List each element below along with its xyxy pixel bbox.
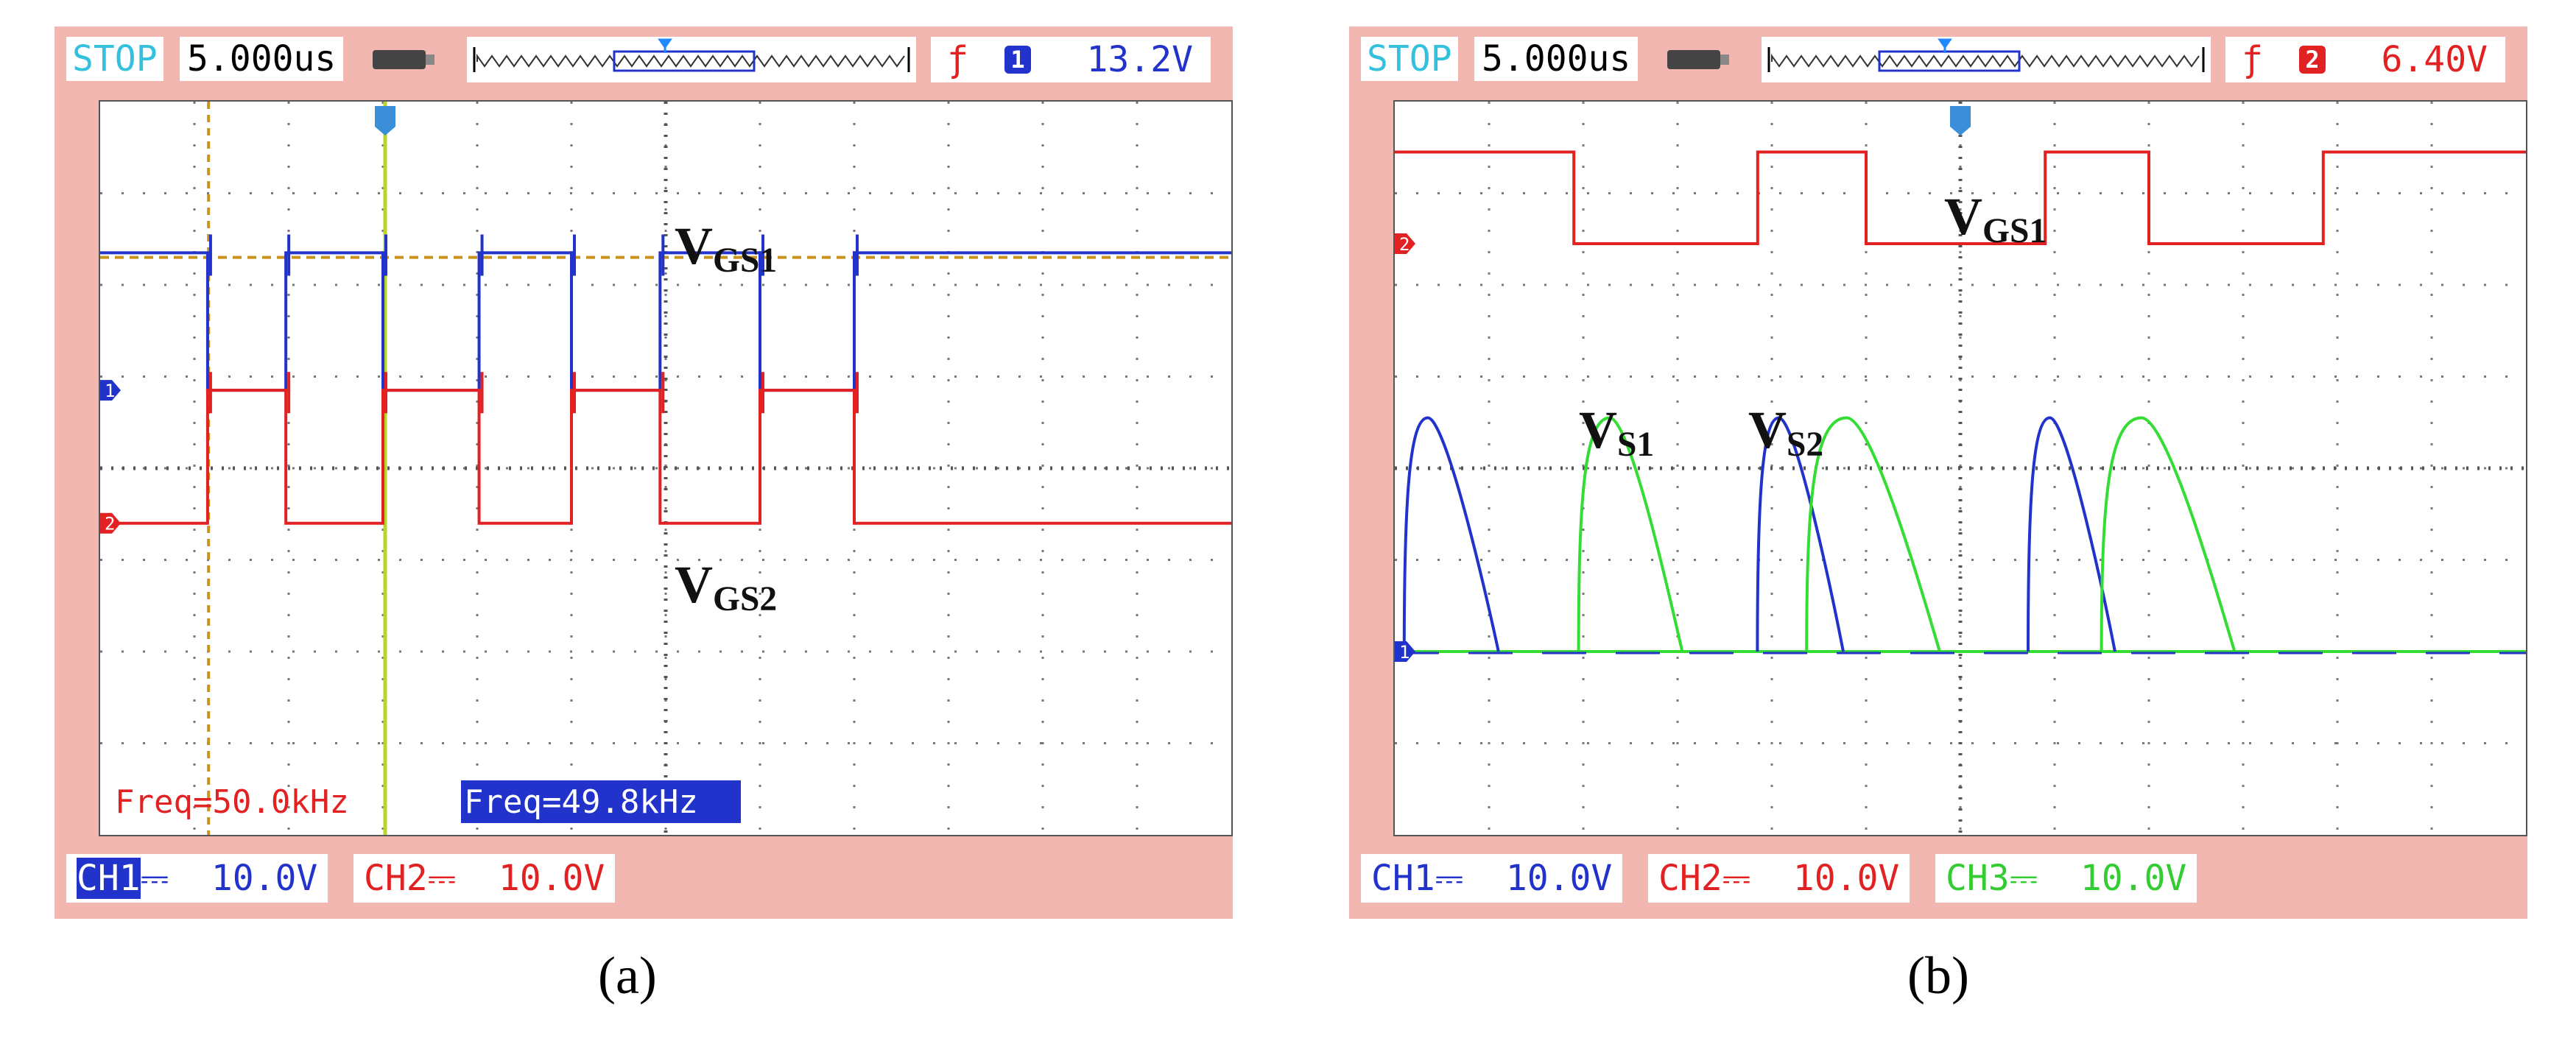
trigger-level: 13.2V [1086,39,1194,80]
ch2-name: CH2 [364,858,428,899]
ch1-scale: 10.0V [211,858,318,899]
measurement-freq-1: Freq=50.0kHz [115,783,349,821]
waveform-plot-b: 2 1 VGS1 VS1 VS2 [1395,102,2526,835]
label-vgs1: VGS1 [675,216,777,280]
vs1-pulse [1805,416,1941,652]
vgs2-trace [100,389,1231,525]
ch1-marker-num: 1 [1399,642,1410,663]
ch1-setting[interactable]: CH1⎓ 10.0V [66,854,328,903]
label-vs1: VS1 [1579,400,1654,464]
vs2-pulse [1756,416,1845,652]
ch1-setting[interactable]: CH1⎓ 10.0V [1361,854,1623,903]
position-zigzag-icon [473,38,910,72]
vs2-pulse [2027,416,2116,652]
run-status[interactable]: STOP [1361,37,1458,81]
vs2-pulse [1402,416,1500,652]
run-status[interactable]: STOP [66,37,163,81]
ch2-marker-num: 2 [1399,234,1410,255]
ch1-scale: 10.0V [1505,858,1613,899]
oscilloscope-panel-b: STOP 5.000us ƒ 2 6.40V 2 1 VGS1 VS1 VS2 CH1⎓… [1349,27,2527,919]
dc-coupling-icon: ⎓ [1722,858,1751,899]
oscilloscope-panel-a: STOP 5.000us ƒ 1 13.2V 1 2 VGS1 VGS2 Freq=50… [54,27,1233,919]
trigger-edge-icon: ƒ [2242,39,2263,80]
measurement-freq-2-bg [461,780,741,823]
dc-coupling-icon: ⎓ [140,858,169,899]
timebase-readout[interactable]: 5.000us [1474,37,1639,81]
vs1-pulse [1577,416,1684,652]
ch2-scale: 10.0V [498,858,605,899]
ch2-marker [100,512,121,534]
memory-icon [1667,50,1729,69]
waveform-plot-a: 1 2 VGS1 VGS2 Freq=50.0kHz Freq=49.8kHz [100,102,1231,835]
trigger-status[interactable]: ƒ 1 13.2V [931,37,1211,82]
ch2-marker-num: 2 [105,514,115,534]
ch2-setting[interactable]: CH2⎓ 10.0V [1648,854,1910,903]
ch1-name: CH1 [1371,858,1435,899]
ch3-setting[interactable]: CH3⎓ 10.0V [1935,854,2197,903]
dc-coupling-icon: ⎓ [1435,858,1464,899]
ch1-marker [100,380,121,401]
dc-coupling-icon: ⎓ [427,858,457,899]
vs1-pulse [2100,416,2237,652]
caption-b: (b) [1907,946,1969,1005]
trigger-marker-icon [1950,106,1971,135]
ch3-name: CH3 [1946,858,2010,899]
ch1-marker [1395,641,1415,662]
measurement-freq-2: Freq=49.8kHz [464,783,698,821]
caption-a: (a) [598,946,657,1005]
trigger-status[interactable]: ƒ 2 6.40V [2225,37,2505,82]
memory-icon [373,50,434,69]
ch2-setting[interactable]: CH2⎓ 10.0V [353,854,616,903]
vgs1-trace [1395,150,2526,245]
trigger-channel-badge: 1 [1004,46,1031,74]
label-vgs2: VGS2 [675,555,777,618]
position-zigzag-icon [1767,38,2205,72]
trigger-edge-icon: ƒ [947,39,968,80]
label-vs2: VS2 [1748,400,1823,464]
ch2-name: CH2 [1658,858,1722,899]
scope-screen-b: 2 1 VGS1 VS1 VS2 [1393,100,2527,836]
dc-coupling-icon: ⎓ [2009,858,2038,899]
scope-screen-a: 1 2 VGS1 VGS2 Freq=50.0kHz Freq=49.8kHz [99,100,1233,836]
waveform-position-bar[interactable] [467,37,916,82]
label-vgs1: VGS1 [1944,187,2047,250]
waveform-position-bar[interactable] [1762,37,2211,82]
timebase-readout[interactable]: 5.000us [180,37,344,81]
trigger-marker-icon [375,106,395,135]
ch2-marker [1395,233,1415,254]
trigger-level: 6.40V [2381,39,2488,80]
trigger-channel-badge: 2 [2299,46,2326,74]
ch3-scale: 10.0V [2080,858,2187,899]
ch1-marker-num: 1 [105,381,115,401]
ch2-scale: 10.0V [1792,858,1900,899]
ch1-name: CH1 [77,858,141,899]
